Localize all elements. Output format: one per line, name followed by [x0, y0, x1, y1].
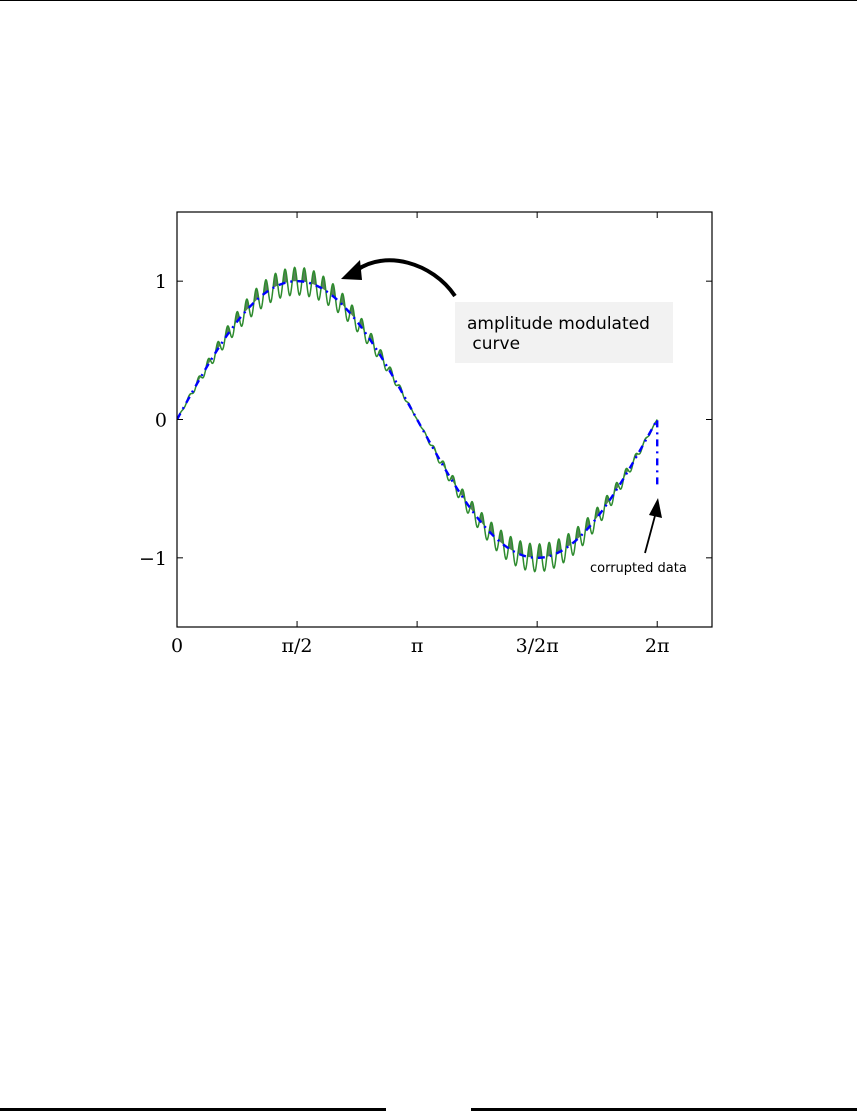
annotation-box — [455, 302, 673, 363]
x-tick-label-3: 3/2π — [516, 635, 559, 657]
x-tick-label-0: 0 — [171, 635, 183, 657]
y-tick-label-2: 1 — [155, 271, 167, 293]
annotation-amplitude-line1: amplitude modulated — [467, 314, 650, 334]
y-tick-label-0: −1 — [139, 548, 167, 570]
x-tick-label-1: π/2 — [282, 635, 313, 657]
chart: 0 π/2 π 3/2π 2π −1 0 1 amplitude modulated curv… — [139, 211, 713, 657]
corrupted-arrow-line — [644, 511, 657, 554]
series-amplitude-modulated-line — [177, 266, 658, 573]
x-tick-label-2: π — [411, 635, 424, 657]
y-tick-label-1: 0 — [155, 410, 167, 432]
series-sine-dashdot-line — [177, 279, 659, 560]
page-top-rule — [0, 0, 857, 1]
corrupted-arrowhead — [649, 498, 662, 518]
annotation-amplitude-line2: curve — [467, 334, 520, 354]
annotation-corrupted-data: corrupted data — [590, 561, 687, 576]
x-tick-label-4: 2π — [645, 635, 670, 657]
footer-rule-right — [471, 1108, 857, 1111]
annotation-arrowhead — [341, 260, 362, 280]
annotation-arrow-curve — [355, 258, 457, 298]
footer-rule-left — [0, 1108, 386, 1111]
